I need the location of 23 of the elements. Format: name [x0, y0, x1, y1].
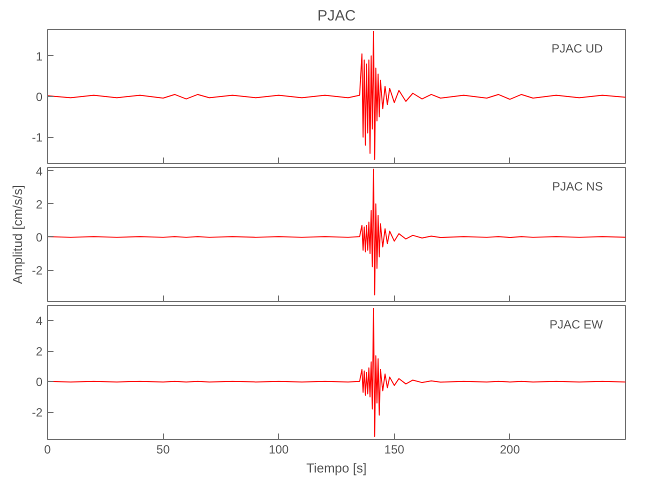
x-axis-title: Tiempo [s]	[306, 460, 367, 476]
x-tick-label: 200	[500, 442, 520, 456]
y-tick-label: 0	[36, 230, 43, 244]
y-tick-label: 2	[36, 197, 43, 212]
x-tick-label: 100	[268, 442, 290, 456]
annotation: PJAC EW	[549, 318, 604, 332]
line-series	[48, 31, 626, 160]
x-tick-label: 150	[384, 442, 405, 456]
y-tick-label: 4	[36, 314, 43, 328]
y-axis-title: Amplitud [cm/s/s]	[10, 185, 25, 284]
chart-title: PJAC	[317, 8, 356, 24]
y-tick-label: -2	[32, 406, 43, 420]
annotation: PJAC UD	[551, 42, 604, 56]
y-tick-label: 4	[36, 164, 43, 178]
y-tick-label: 0	[36, 90, 43, 104]
y-tick-label: 2	[36, 344, 43, 359]
y-tick-label: -1	[32, 130, 43, 145]
x-tick-label: 50	[156, 442, 170, 456]
x-tick-label: 0	[44, 442, 52, 456]
annotation: PJAC NS	[552, 180, 603, 194]
y-tick-label: 1	[36, 49, 43, 64]
y-tick-label: -2	[32, 264, 43, 278]
y-tick-label: 0	[36, 375, 43, 390]
